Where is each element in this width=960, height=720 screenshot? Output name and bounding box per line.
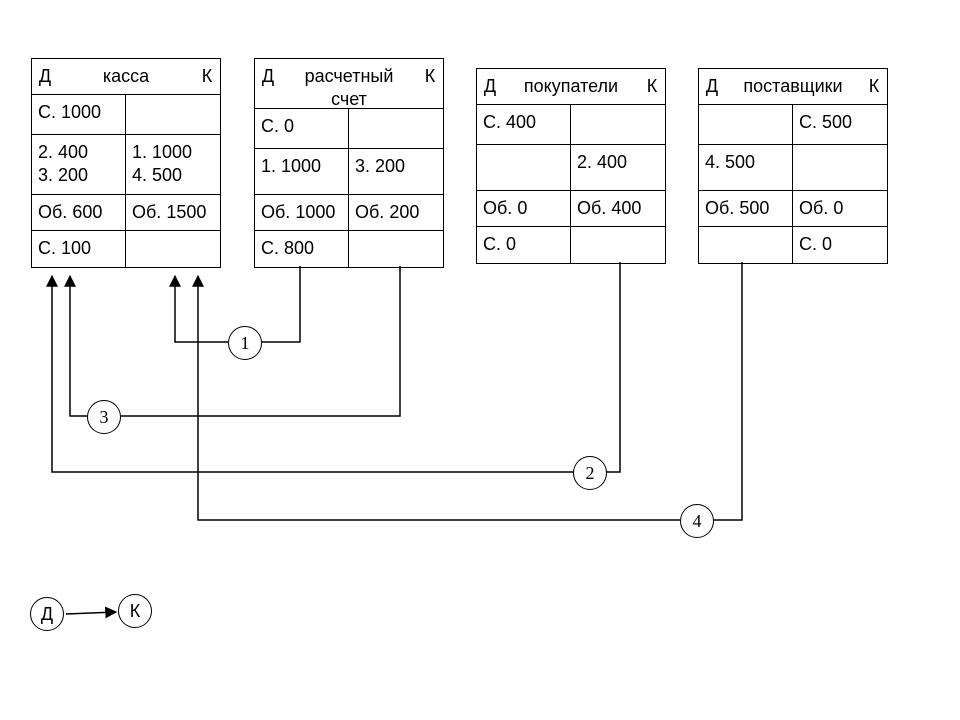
debit-cell: Об. 1000 [255, 195, 349, 230]
credit-cell: 1. 1000 4. 500 [126, 135, 220, 194]
col-debit-label: Д [32, 59, 58, 94]
debit-cell: Об. 500 [699, 191, 793, 226]
account-kassa: ДкассаК С. 10002. 400 3. 2001. 1000 4. 50… [31, 58, 221, 268]
debit-cell: С. 0 [477, 227, 571, 263]
credit-cell: Об. 200 [349, 195, 443, 230]
connection-label: 3 [100, 407, 109, 428]
connection-label: 2 [586, 463, 595, 484]
credit-cell: С. 500 [793, 105, 887, 144]
legend-debit-circle: Д [30, 597, 64, 631]
account-title: покупатели [503, 69, 639, 104]
connection-circle-c2: 2 [573, 456, 607, 490]
col-credit-label: К [417, 59, 443, 108]
credit-cell: Об. 0 [793, 191, 887, 226]
col-credit-label: К [194, 59, 220, 94]
account-pokupateli: ДпокупателиК С. 4002. 400Об. 0Об. 400С. 0 [476, 68, 666, 264]
col-debit-label: Д [477, 69, 503, 104]
debit-cell: С. 100 [32, 231, 126, 267]
debit-cell: 2. 400 3. 200 [32, 135, 126, 194]
credit-cell [349, 109, 443, 148]
credit-cell: С. 0 [793, 227, 887, 263]
connection-label: 1 [241, 333, 250, 354]
connection-label: 4 [693, 511, 702, 532]
debit-cell: 4. 500 [699, 145, 793, 190]
connection-circle-c1: 1 [228, 326, 262, 360]
col-credit-label: К [639, 69, 665, 104]
debit-cell: Об. 0 [477, 191, 571, 226]
credit-cell [571, 105, 665, 144]
debit-cell [699, 227, 793, 263]
col-debit-label: Д [255, 59, 281, 108]
credit-cell: 3. 200 [349, 149, 443, 194]
diagram-canvas: { "style": { "background_color": "#fffff… [0, 0, 960, 720]
credit-cell [349, 231, 443, 267]
debit-cell [477, 145, 571, 190]
col-debit-label: Д [699, 69, 725, 104]
credit-cell: Об. 1500 [126, 195, 220, 230]
legend-credit-circle: К [118, 594, 152, 628]
connection-circle-c4: 4 [680, 504, 714, 538]
credit-cell: Об. 400 [571, 191, 665, 226]
account-title: касса [58, 59, 194, 94]
debit-cell: Об. 600 [32, 195, 126, 230]
legend-credit-label: К [130, 601, 141, 622]
connection-circle-c3: 3 [87, 400, 121, 434]
account-title: расчетный счет [281, 59, 417, 108]
debit-cell: С. 0 [255, 109, 349, 148]
account-postavshiki: ДпоставщикиКС. 5004. 500Об. 500Об. 0С. 0 [698, 68, 888, 264]
account-raschet: Драсчетный счетК С. 01. 10003. 200Об. 100… [254, 58, 444, 268]
credit-cell [571, 227, 665, 263]
debit-cell: С. 1000 [32, 95, 126, 134]
credit-cell: 2. 400 [571, 145, 665, 190]
col-credit-label: К [861, 69, 887, 104]
debit-cell: С. 800 [255, 231, 349, 267]
debit-cell [699, 105, 793, 144]
debit-cell: С. 400 [477, 105, 571, 144]
legend-debit-label: Д [41, 604, 53, 625]
credit-cell [793, 145, 887, 190]
debit-cell: 1. 1000 [255, 149, 349, 194]
credit-cell [126, 95, 220, 134]
account-title: поставщики [725, 69, 861, 104]
credit-cell [126, 231, 220, 267]
